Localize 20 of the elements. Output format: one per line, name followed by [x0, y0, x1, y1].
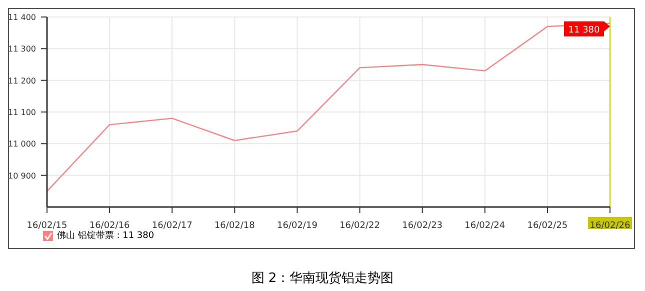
y-tick-label: 11 100 — [8, 108, 36, 117]
x-tick-label: 16/02/17 — [152, 221, 192, 231]
x-tick-label: 16/02/18 — [214, 221, 256, 231]
x-tick-label: 16/02/23 — [402, 221, 443, 231]
x-tick-label: 16/02/15 — [26, 221, 68, 231]
y-tick-label: 11 400 — [8, 13, 36, 22]
y-tick-label: 11 200 — [8, 76, 36, 86]
x-tick-label: 16/02/24 — [464, 221, 506, 231]
y-tick-label: 10 900 — [8, 171, 36, 180]
y-tick-label: 11 000 — [8, 140, 36, 149]
x-tick-label: 16/02/25 — [527, 221, 568, 231]
x-tick-label: 16/02/19 — [277, 221, 318, 231]
x-tick-label: 16/02/16 — [89, 221, 130, 231]
x-tick-label: 16/02/26 — [590, 221, 630, 231]
legend-label: 佛山 铝锭带票 : 11 380 — [57, 230, 154, 242]
line-series — [46, 22, 611, 192]
text: 图 2：华南现货铝走势图 — [250, 270, 395, 287]
y-tick-label: 11 300 — [8, 44, 36, 54]
x-tick-label: 16/02/22 — [340, 221, 380, 231]
data-label: 11 380 — [568, 25, 600, 36]
